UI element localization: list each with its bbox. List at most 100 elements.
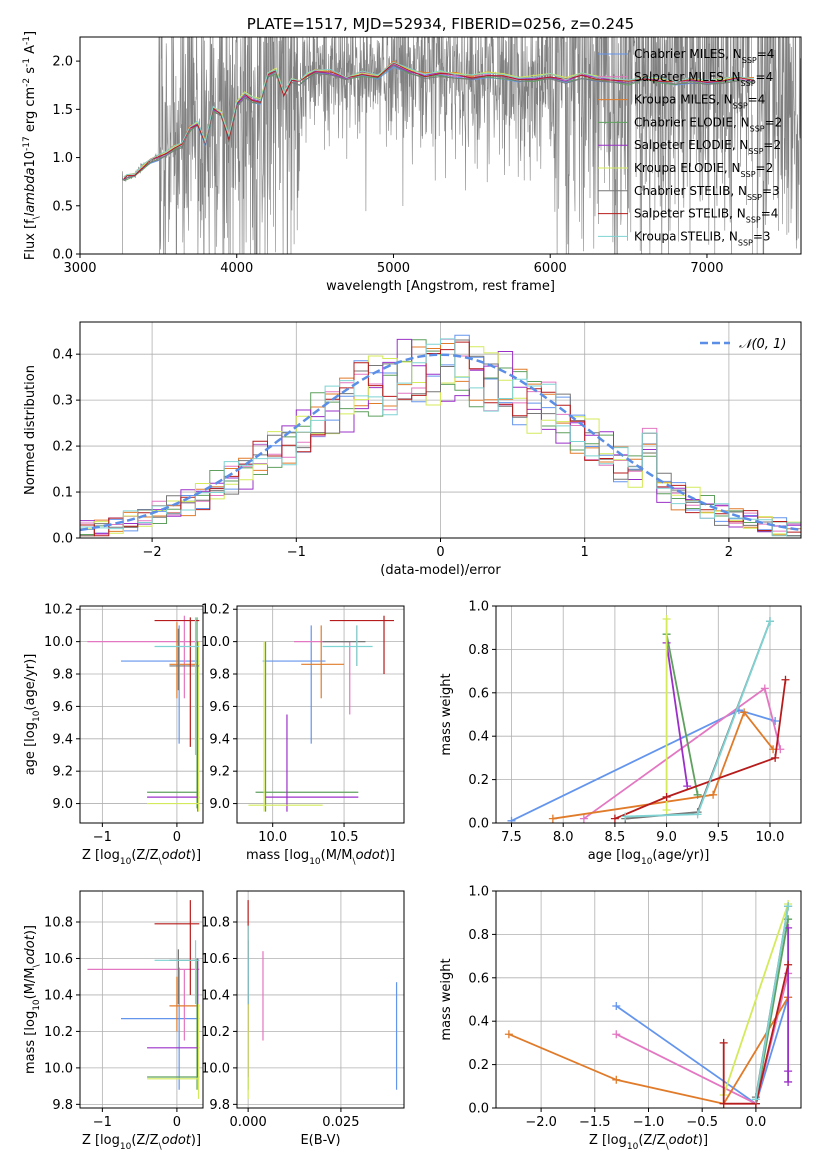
data-marker (765, 617, 774, 626)
normal-curve (80, 353, 801, 532)
legend-label: Salpeter MILES, NSSP=4 (634, 70, 773, 88)
x-tick-label: 10.0 (756, 830, 785, 845)
data-marker (740, 708, 749, 717)
y-tick-label: 10.4 (201, 988, 230, 1003)
axes-frame (495, 605, 802, 824)
x-tick-label: 8.0 (553, 830, 574, 845)
axes-residuals: −2 −1 0 1 2 0.0 0.1 0.2 0.3 0.4 (data-model)/error… (23, 321, 802, 578)
axes-frame (79, 605, 204, 824)
x-tick-label: 10.5 (330, 830, 359, 845)
x-axis-label: Z [log10​(Z/Z\​odot)] (82, 1133, 201, 1152)
y-tick-label: 0.2 (468, 1058, 489, 1073)
legend-label: 𝒩(0, 1) (739, 337, 786, 352)
plot-area (80, 334, 801, 537)
data-marker (662, 805, 671, 814)
x-tick-label: −2 (143, 545, 162, 560)
series-line-7 (614, 679, 787, 820)
y-tick-label: 9.4 (52, 732, 73, 747)
chart-title: PLATE=1517, MJD=52934, FIBERID=0256, z=0… (247, 15, 634, 33)
data-marker (784, 1077, 793, 1086)
y-tick-label: 10.8 (201, 916, 230, 931)
x-tick-label: 0.0 (746, 1115, 767, 1130)
y-tick-label: 10.2 (201, 1025, 230, 1040)
axes-mw_vs_Z: −2.0 −1.5 −1.0 −0.5 0.0 0.0 0.2 0.4 0.6 0.8 1.0 Z [… (439, 885, 802, 1152)
data-marker (771, 753, 780, 762)
y-axis-label: Normed distribution (23, 365, 38, 495)
data-marker (784, 902, 793, 911)
y-axis-label: mass weight (439, 673, 454, 755)
y-tick-label: 0.0 (468, 817, 489, 832)
x-tick-label: 3000 (63, 261, 96, 276)
y-tick-label: 10.2 (44, 1025, 73, 1040)
gridlines (237, 891, 404, 1108)
plot-area (248, 615, 395, 812)
x-tick-label: −2.0 (525, 1115, 557, 1130)
x-tick-label: 9.0 (656, 830, 677, 845)
x-axis-label: mass [log10​(M/M\​odot)] (246, 848, 395, 867)
x-tick-label: 0 (173, 830, 181, 845)
data-marker (612, 1002, 621, 1011)
legend-label: Kroupa ELODIE, NSSP=2 (634, 161, 773, 179)
y-axis-label: mass weight (439, 958, 454, 1040)
y-tick-label: 10.6 (44, 952, 73, 967)
x-axis-label: Z [log10​(Z/Z\​odot)] (589, 1133, 708, 1152)
gridlines (80, 891, 203, 1108)
y-tick-label: 9.4 (209, 732, 230, 747)
data-marker (612, 1030, 621, 1039)
y-tick-label: 9.0 (52, 797, 73, 812)
axes-frame (236, 605, 405, 824)
y-tick-label: 1.5 (52, 103, 73, 118)
x-tick-label: −1 (287, 545, 306, 560)
y-tick-label: 9.2 (52, 765, 73, 780)
y-tick-label: 0.2 (52, 440, 73, 455)
data-marker (719, 1038, 728, 1047)
axes-mw_vs_age: 7.5 8.0 8.5 9.0 9.5 10.0 0.0 0.2 0.4 0.6 0.8 1.0 age… (439, 600, 802, 867)
plot-area (507, 615, 790, 823)
y-tick-label: 10.0 (44, 635, 73, 650)
y-tick-label: 0.5 (52, 199, 73, 214)
y-tick-label: 0.3 (52, 394, 73, 409)
y-tick-label: 0.8 (468, 643, 489, 658)
y-tick-label: 2.0 (52, 55, 73, 70)
y-tick-label: 1.0 (52, 151, 73, 166)
y-tick-label: 9.8 (209, 1098, 230, 1113)
y-tick-label: 10.2 (44, 603, 73, 618)
x-tick-label: 4000 (220, 261, 253, 276)
y-tick-label: 10.2 (201, 603, 230, 618)
y-tick-label: 9.8 (209, 668, 230, 683)
x-tick-label: −1.0 (633, 1115, 665, 1130)
plot-area (87, 615, 200, 812)
x-axis-label: E(B-V) (300, 1133, 340, 1148)
axes-frame (79, 890, 204, 1109)
data-marker (662, 615, 671, 624)
histogram-8 (80, 338, 801, 537)
x-tick-label: 7000 (690, 261, 723, 276)
y-tick-label: 1.0 (468, 885, 489, 900)
data-marker (693, 790, 702, 799)
y-tick-label: 0.4 (468, 730, 489, 745)
axes-frame (79, 36, 802, 255)
legend-label: Kroupa STELIB, NSSP=3 (634, 229, 771, 247)
x-tick-label: 0.025 (322, 1115, 359, 1130)
y-tick-label: 9.6 (52, 700, 73, 715)
x-tick-label: 0 (436, 545, 444, 560)
series-line-5 (722, 903, 789, 1096)
axes-mass_vs_Z: −1 0 9.8 10.0 10.2 10.4 10.6 10.8 Z [log10​(Z/Z\… (23, 890, 204, 1152)
x-tick-label: 8.5 (605, 830, 626, 845)
x-tick-label: −1.5 (579, 1115, 611, 1130)
series-line-3 (665, 634, 699, 795)
data-marker (784, 960, 793, 969)
series-line-3 (755, 919, 789, 1104)
y-tick-label: 10.4 (44, 988, 73, 1003)
x-tick-label: 6000 (534, 261, 567, 276)
series-line-7 (722, 964, 789, 1105)
x-tick-label: 1 (581, 545, 589, 560)
legend-label: Chabrier STELIB, NSSP=3 (634, 184, 780, 202)
x-tick-label: 9.5 (708, 830, 729, 845)
histogram-5 (80, 346, 801, 535)
data-marker (784, 1067, 793, 1076)
plot-area (504, 900, 793, 1108)
data-marker (621, 812, 630, 821)
data-marker (709, 790, 718, 799)
data-marker (760, 684, 769, 693)
